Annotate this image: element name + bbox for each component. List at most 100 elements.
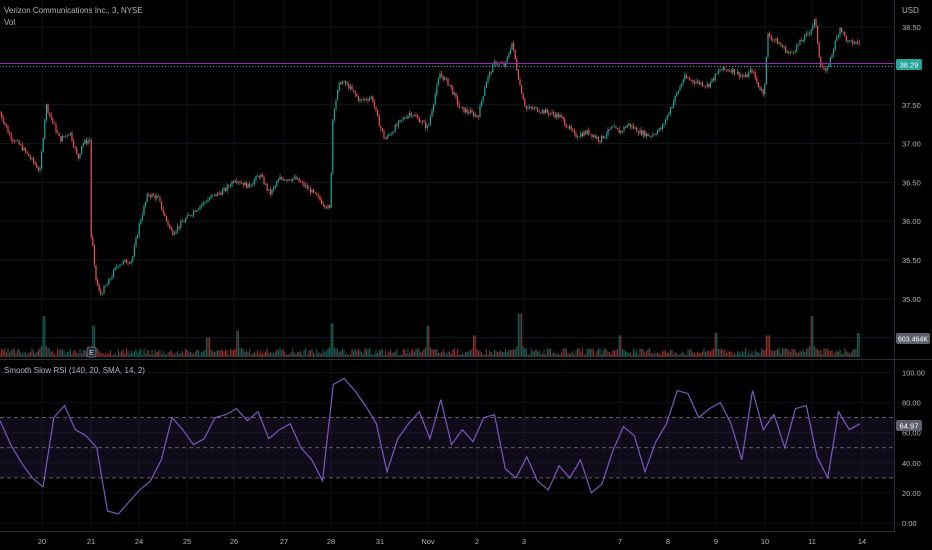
volume-bar [641, 348, 643, 357]
candle-body [250, 185, 252, 187]
current-price-value: 38.29 [900, 61, 919, 70]
volume-bar [261, 353, 263, 357]
candle-body [301, 182, 303, 183]
candle-body [10, 134, 12, 140]
time-tick-label: 9 [714, 537, 718, 546]
volume-bar [77, 353, 79, 357]
candle-body [703, 85, 705, 87]
candle-body [753, 71, 755, 73]
candle-body [289, 179, 291, 181]
candle-body [567, 127, 569, 129]
price-grid [0, 0, 894, 531]
volume-bar [717, 348, 719, 357]
candle-body [356, 94, 358, 97]
candle-body [399, 119, 401, 122]
price-tick-label: 35.00 [902, 295, 921, 304]
volume-bar [821, 354, 823, 357]
candle-body [441, 73, 443, 76]
volume-bar [610, 354, 612, 357]
candle-body [457, 97, 459, 105]
volume-bar [229, 348, 231, 357]
candle-body [442, 75, 444, 80]
volume-bar [217, 350, 219, 357]
volume-bar [626, 352, 628, 357]
volume-bar [836, 350, 838, 357]
candle-body [765, 56, 767, 84]
volume-bar [239, 348, 241, 357]
volume-bar [164, 354, 166, 357]
indicator-tick-label: 0.00 [902, 519, 917, 528]
volume-bar [335, 348, 337, 357]
candle-body [375, 106, 377, 111]
volume-bar [135, 349, 137, 357]
candle-body [767, 33, 769, 57]
volume-bar [850, 352, 852, 357]
candle-body [74, 146, 76, 149]
volume-bar [589, 349, 591, 357]
candle-body [770, 36, 772, 40]
candle-body [740, 75, 742, 77]
candle-body [345, 81, 347, 85]
volume-bar [121, 351, 123, 357]
candle-body [241, 182, 243, 184]
volume-bar [399, 354, 401, 357]
volume-legend[interactable]: Vol [4, 18, 16, 27]
indicator-title[interactable]: Smooth Slow RSI (140, 20, SMA, 14, 2) [4, 366, 145, 375]
volume-bar [553, 351, 555, 357]
volume-bar [375, 350, 377, 357]
candle-body [348, 83, 350, 89]
volume-bar [266, 348, 268, 357]
candle-body [700, 82, 702, 84]
earnings-marker[interactable]: E [86, 346, 97, 358]
candle-body [373, 101, 375, 107]
volume-bar [420, 352, 422, 357]
candle-body [69, 132, 71, 135]
volume-bar [407, 348, 409, 357]
candle-body [300, 181, 302, 183]
volume-bar [410, 349, 412, 357]
volume-bar [777, 348, 779, 357]
volume-bar [255, 353, 257, 357]
volume-bar [373, 354, 375, 357]
volume-bar [9, 352, 11, 357]
volume-bar [778, 348, 780, 357]
candle-body [722, 67, 724, 71]
volume-bar [141, 354, 143, 357]
candle-body [826, 67, 828, 71]
volume-bar [642, 348, 644, 357]
volume-bar [257, 350, 259, 357]
volume-bar [453, 348, 455, 357]
volume-bar [549, 348, 551, 357]
volume-bar [740, 354, 742, 357]
candle-body [76, 148, 78, 154]
volume-bar [733, 353, 735, 357]
candle-body [65, 135, 67, 137]
volume-bar [298, 351, 300, 357]
candle-body [148, 194, 150, 196]
symbol-title[interactable]: Verizon Communications Inc., 3, NYSE [4, 6, 143, 15]
volume-bar [817, 349, 819, 357]
candle-body [413, 115, 415, 117]
volume-bar [799, 350, 801, 357]
volume-bar [421, 350, 423, 357]
candle-body [57, 131, 59, 134]
volume-bar [231, 349, 233, 357]
volume-bar [194, 351, 196, 357]
candle-body [725, 69, 727, 71]
volume-bar [629, 352, 631, 357]
volume-bar [570, 353, 572, 357]
volume-bar [377, 353, 379, 357]
volume-bar [469, 350, 471, 357]
candle-body [247, 183, 249, 188]
volume-bar [204, 350, 206, 357]
candle-body [189, 214, 191, 216]
volume-bar [271, 352, 273, 357]
candle-body [543, 109, 545, 114]
volume-bar [23, 351, 25, 357]
volume-bar [677, 354, 679, 357]
indicator-tick-label: 40.00 [902, 459, 921, 468]
candle-body [711, 78, 713, 82]
volume-bar [349, 354, 351, 357]
volume-bar [513, 349, 515, 357]
